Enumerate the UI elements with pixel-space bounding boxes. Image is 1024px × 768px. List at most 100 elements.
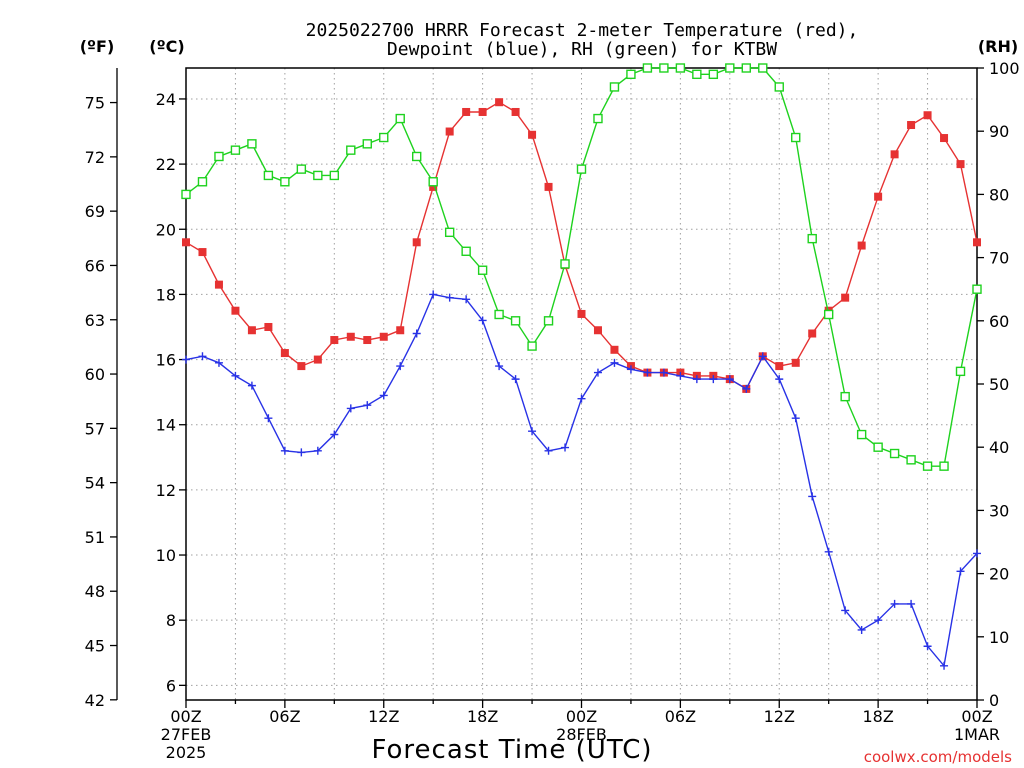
dewpoint-point	[775, 375, 784, 384]
rh-point	[395, 113, 405, 124]
dewpoint-point	[280, 446, 289, 455]
dewpoint-point	[363, 401, 372, 410]
rh-point	[708, 69, 719, 80]
rh-tick-label: 60	[989, 312, 1009, 331]
rh-point	[362, 139, 372, 149]
dewpoint-point	[346, 404, 355, 413]
temperature-point	[857, 241, 866, 250]
rh-point	[889, 448, 900, 459]
celsius-tick-label: 16	[156, 351, 176, 370]
x-tick-label: 00Z	[566, 707, 597, 726]
rh-point	[494, 309, 504, 320]
dewpoint-point	[725, 375, 734, 384]
rh-tick-label: 20	[989, 565, 1009, 584]
temperature-point	[247, 326, 256, 335]
rh-point	[230, 145, 241, 155]
dewpoint-point	[808, 492, 817, 501]
rh-point	[527, 341, 537, 351]
rh-point	[972, 284, 982, 294]
celsius-tick-label: 22	[156, 155, 176, 174]
dewpoint-point	[758, 352, 767, 361]
series-line-rh	[185, 67, 978, 467]
credit-label: coolwx.com/models	[864, 748, 1012, 766]
dewpoint-point	[247, 381, 256, 390]
temperature-point	[363, 336, 372, 345]
series-line-dewpoint	[185, 293, 978, 668]
rh-point	[412, 151, 422, 162]
rh-point	[379, 132, 389, 143]
rh-point	[791, 132, 801, 143]
dewpoint-point	[313, 446, 322, 455]
rh-tick-label: 80	[989, 185, 1009, 204]
rh-point	[197, 177, 208, 187]
dewpoint-point	[182, 355, 190, 364]
rh-tick-label: 90	[989, 122, 1009, 141]
dewpoint-point	[231, 371, 240, 380]
celsius-tick-label: 18	[156, 285, 176, 304]
temperature-point	[511, 107, 520, 116]
rh-point	[560, 259, 570, 269]
rh-point	[280, 177, 290, 187]
rh-point	[214, 151, 224, 162]
dewpoint-point	[709, 375, 718, 384]
rh-point	[313, 170, 323, 181]
fahrenheit-tick-label: 60	[85, 365, 105, 384]
rh-point	[543, 316, 554, 326]
rh-point	[774, 82, 784, 92]
grid-lines	[186, 68, 977, 700]
celsius-axis-label: (ºC)	[149, 37, 184, 56]
temperature-point	[610, 345, 619, 354]
chart-title-line2: Dewpoint (blue), RH (green) for KTBW	[387, 39, 777, 60]
x-tick-label: 12Z	[764, 707, 795, 726]
celsius-tick-label: 8	[166, 611, 176, 630]
rh-axis-label: (RH)	[978, 37, 1018, 56]
rh-point	[576, 164, 587, 174]
rh-tick-label: 30	[989, 501, 1009, 520]
rh-tick-label: 10	[989, 628, 1009, 647]
temperature-point	[429, 182, 438, 191]
rh-point	[247, 139, 257, 149]
rh-point	[510, 316, 521, 326]
x-tick-label: 12Z	[368, 707, 399, 726]
rh-point	[659, 63, 669, 73]
dewpoint-point	[544, 446, 553, 455]
temperature-point	[462, 107, 471, 116]
x-tick-label: 28FEB	[556, 725, 607, 744]
fahrenheit-tick-label: 72	[85, 148, 105, 167]
fahrenheit-tick-label: 57	[85, 419, 105, 438]
rh-point	[263, 170, 274, 181]
dewpoint-point	[445, 293, 454, 302]
temperature-point	[791, 358, 800, 367]
rh-point	[593, 113, 603, 124]
rh-point	[856, 429, 867, 440]
rh-point	[823, 309, 834, 320]
series-dewpoint	[182, 290, 981, 670]
dewpoint-point	[742, 384, 751, 393]
rh-point	[807, 233, 817, 244]
rh-point	[692, 69, 702, 80]
x-tick-label: 2025	[166, 743, 207, 762]
rh-point	[428, 177, 438, 187]
dewpoint-point	[478, 316, 487, 325]
axes: 6 8 10 12 14 16 18 20 22 24 42 45 48 51 54 57 60 63 66 69 72…	[85, 59, 1020, 762]
x-axis-title: Forecast Time (UTC)	[371, 735, 652, 765]
temperature-point	[379, 332, 388, 341]
x-tick-label: 00Z	[961, 707, 992, 726]
fahrenheit-tick-label: 48	[85, 582, 105, 601]
fahrenheit-tick-label: 42	[85, 691, 105, 710]
dewpoint-point	[198, 352, 207, 361]
temperature-point	[940, 134, 949, 143]
dewpoint-point	[462, 295, 471, 304]
x-tick-label: 27FEB	[161, 725, 212, 744]
fahrenheit-axis-label: (ºF)	[80, 37, 115, 56]
x-tick-label: 06Z	[665, 707, 696, 726]
rh-tick-label: 50	[989, 375, 1009, 394]
dewpoint-point	[659, 368, 668, 377]
temperature-point	[198, 248, 207, 257]
temperature-point	[478, 107, 487, 116]
fahrenheit-tick-label: 45	[85, 637, 105, 656]
dewpoint-point	[561, 443, 570, 452]
dewpoint-point	[511, 375, 520, 384]
dewpoint-point	[692, 375, 701, 384]
